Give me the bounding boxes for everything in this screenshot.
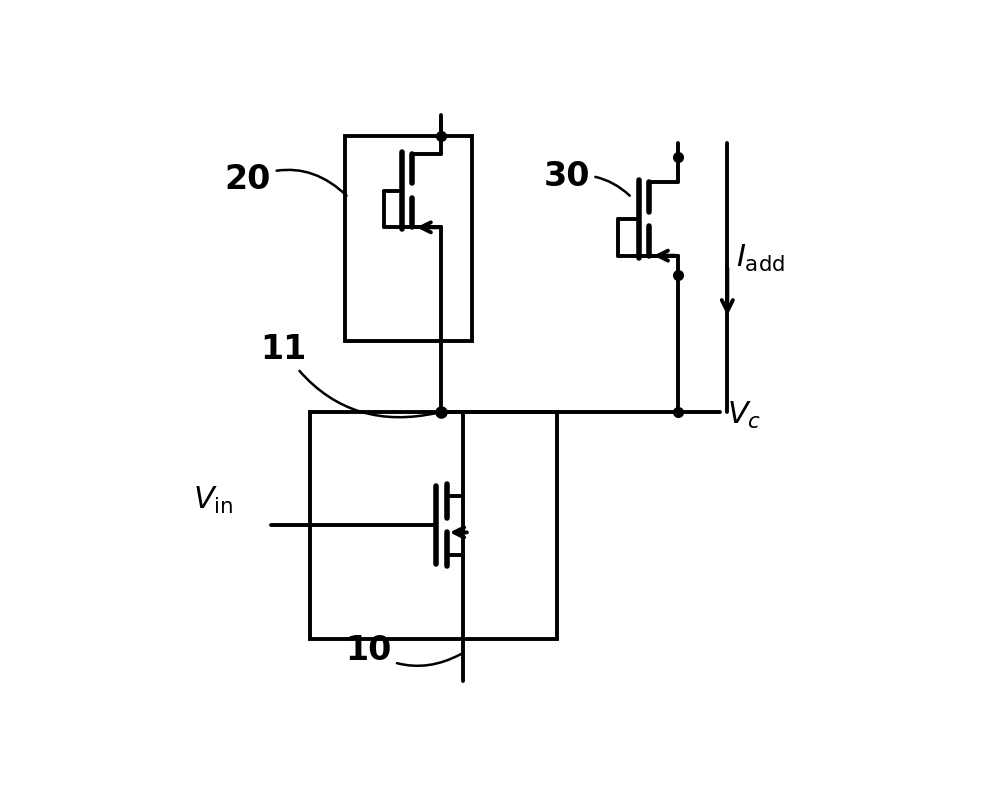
Text: $\mathit{V}_c$: $\mathit{V}_c$: [727, 400, 762, 431]
Bar: [345, 136, 473, 341]
Text: $\mathit{V}_{\mathrm{in}}$: $\mathit{V}_{\mathrm{in}}$: [193, 485, 234, 516]
Text: 20: 20: [225, 163, 347, 196]
Text: $\mathit{I}_{\mathrm{add}}$: $\mathit{I}_{\mathrm{add}}$: [736, 243, 785, 273]
Text: 10: 10: [345, 633, 461, 667]
Text: 30: 30: [543, 159, 629, 196]
Text: 11: 11: [260, 333, 438, 417]
Bar: [309, 412, 558, 638]
